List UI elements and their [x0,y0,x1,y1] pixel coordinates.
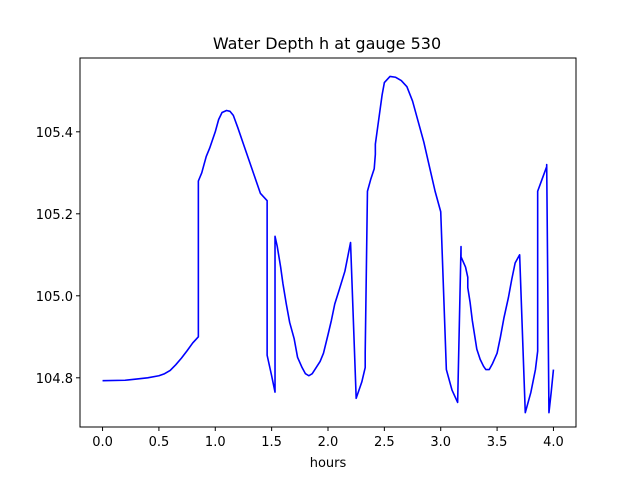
y-axis-ticks: 104.8 105.0 105.2 105.4 [36,126,80,387]
x-tick-label: 0.0 [92,435,113,450]
series-layer [102,75,555,414]
x-tick-label: 2.0 [318,435,339,450]
x-tick-label: 4.0 [543,435,564,450]
x-tick-label: 1.0 [205,435,226,450]
x-tick-label: 3.5 [487,435,508,450]
x-tick-label: 1.5 [261,435,282,450]
x-axis-label: hours [310,456,347,471]
x-tick-label: 0.5 [149,435,170,450]
y-tick-label: 105.4 [36,126,73,141]
x-tick-label: 3.0 [430,435,451,450]
series-line [102,75,555,414]
y-tick-label: 105.0 [36,290,73,305]
x-tick-label: 2.5 [374,435,395,450]
chart-title: Water Depth h at gauge 530 [213,34,441,53]
y-tick-label: 104.8 [36,372,73,387]
y-tick-label: 105.2 [36,208,73,223]
x-axis-ticks: 0.0 0.5 1.0 1.5 2.0 2.5 3.0 3.5 4.0 [92,427,564,450]
plot-frame [79,57,577,428]
plot-area [80,58,576,427]
